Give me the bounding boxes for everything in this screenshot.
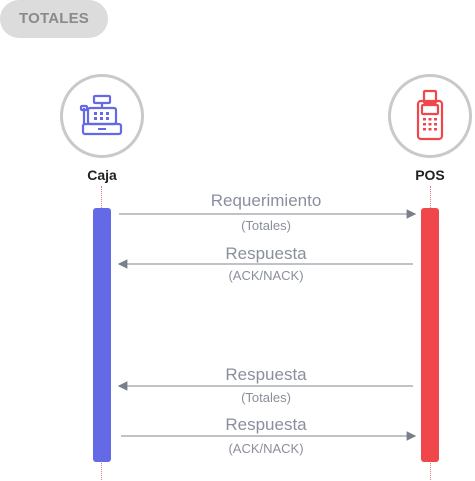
- message-2-title: Respuesta: [225, 244, 307, 263]
- caja-label: Caja: [87, 167, 117, 183]
- pos-activation-bar: [421, 208, 439, 462]
- message-1-subtitle: (Totales): [241, 218, 291, 233]
- pos-actor-circle: [388, 74, 472, 158]
- caja-actor-circle: [60, 74, 144, 158]
- message-3-subtitle: (Totales): [241, 390, 291, 405]
- pos-label: POS: [415, 167, 445, 183]
- section-badge: TOTALES: [0, 0, 108, 38]
- cash-register-icon: [79, 94, 123, 136]
- message-1-title: Requerimiento: [210, 191, 322, 210]
- caja-activation-bar: [93, 208, 111, 462]
- message-4-subtitle: (ACK/NACK): [228, 441, 304, 456]
- message-3-title: Respuesta: [225, 365, 307, 384]
- message-2-subtitle: (ACK/NACK): [228, 268, 304, 283]
- message-4-title: Respuesta: [225, 415, 307, 434]
- pos-terminal-icon: [416, 89, 444, 141]
